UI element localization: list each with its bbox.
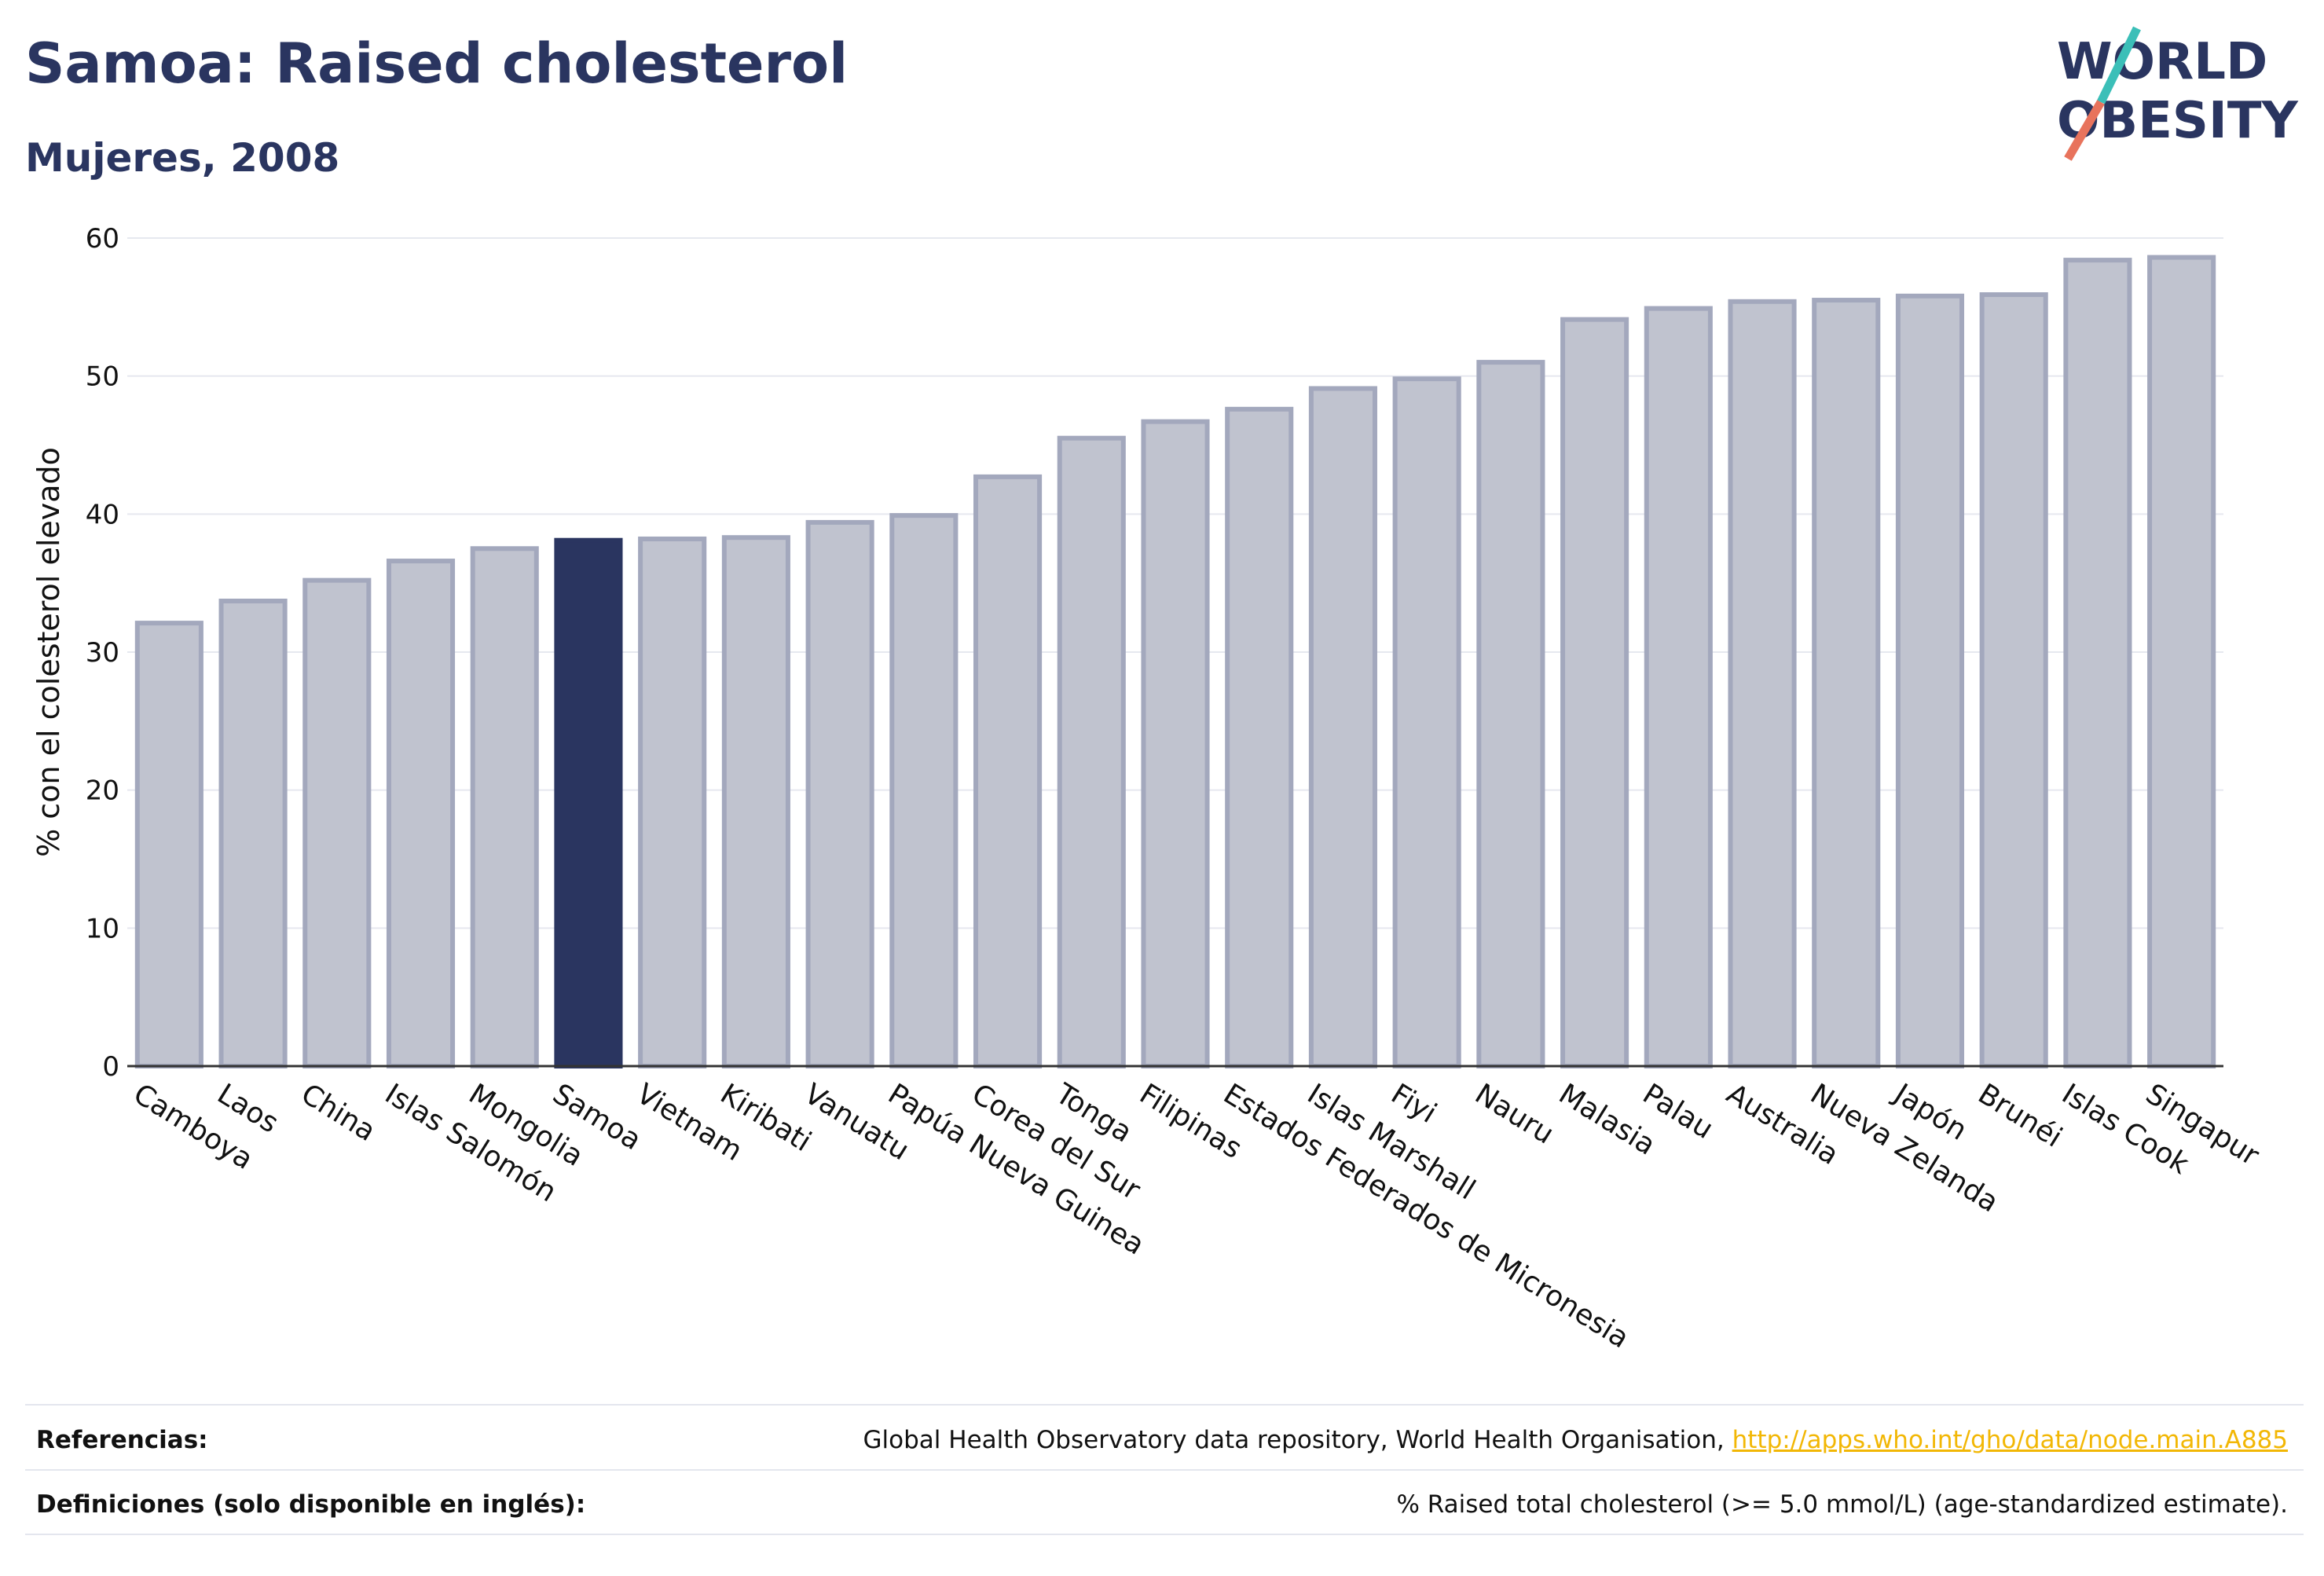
y-tick-label: 0 bbox=[102, 1051, 119, 1083]
bar bbox=[721, 535, 790, 1068]
y-tick-label: 30 bbox=[86, 637, 119, 669]
y-tick-label: 60 bbox=[86, 223, 119, 255]
footer-divider-top bbox=[25, 1404, 2304, 1406]
references-text: Global Health Observatory data repositor… bbox=[863, 1426, 1732, 1454]
bar bbox=[302, 577, 372, 1068]
bar bbox=[1141, 419, 1210, 1068]
x-tick-label: China bbox=[295, 1078, 381, 1148]
logo-slash-bottom-icon bbox=[2064, 100, 2105, 161]
chart-title: Samoa: Raised cholesterol bbox=[25, 31, 849, 96]
bar bbox=[1225, 406, 1294, 1068]
footer-divider-bottom bbox=[25, 1534, 2304, 1535]
bar bbox=[1560, 317, 1629, 1069]
bar bbox=[218, 599, 288, 1068]
bar bbox=[2147, 255, 2216, 1068]
y-tick-label: 50 bbox=[86, 361, 119, 393]
bar bbox=[1476, 360, 1545, 1069]
bar bbox=[889, 513, 959, 1068]
bar bbox=[554, 537, 623, 1068]
bar bbox=[2063, 258, 2132, 1068]
x-tick-label: Nauru bbox=[1469, 1078, 1560, 1151]
references-label: Referencias: bbox=[36, 1426, 208, 1454]
bar bbox=[1392, 376, 1461, 1068]
bar-chart: 0 10 20 30 40 50 60 % con el colesterol elevado… bbox=[31, 223, 2264, 1354]
x-tick-label: Malasia bbox=[1553, 1078, 1661, 1162]
bar bbox=[1728, 299, 1797, 1069]
chart-subtitle: Mujeres, 2008 bbox=[25, 135, 340, 181]
logo-line1: WORLD bbox=[2057, 33, 2267, 91]
y-tick-label: 20 bbox=[86, 775, 119, 807]
world-obesity-logo: WORLD OBESITY bbox=[2057, 26, 2298, 161]
bar bbox=[1308, 386, 1377, 1068]
x-tick-label: Brunéi bbox=[1972, 1078, 2067, 1154]
references-value: Global Health Observatory data repositor… bbox=[863, 1426, 2288, 1454]
bar bbox=[470, 546, 539, 1068]
bar bbox=[1979, 292, 2048, 1069]
bar bbox=[1895, 293, 1965, 1068]
y-tick-label: 10 bbox=[86, 913, 119, 944]
bar bbox=[1057, 435, 1126, 1068]
x-tick-label: Fiyi bbox=[1385, 1078, 1442, 1130]
bar bbox=[386, 559, 456, 1068]
bar bbox=[1644, 306, 1713, 1068]
bar bbox=[1812, 298, 1881, 1068]
bar bbox=[638, 536, 707, 1068]
definitions-value: % Raised total cholesterol (>= 5.0 mmol/… bbox=[1396, 1490, 2288, 1519]
bar bbox=[973, 474, 1043, 1068]
y-tick-label: 40 bbox=[86, 499, 119, 530]
definitions-label: Definiciones (solo disponible en inglés)… bbox=[36, 1490, 586, 1519]
references-link[interactable]: http://apps.who.int/gho/data/node.main.A… bbox=[1732, 1426, 2288, 1454]
bar bbox=[805, 519, 874, 1068]
logo-slash-top-icon bbox=[2097, 26, 2141, 104]
footer-divider-middle bbox=[25, 1469, 2304, 1471]
y-axis-label: % con el colesterol elevado bbox=[31, 447, 66, 857]
bar bbox=[134, 621, 203, 1068]
